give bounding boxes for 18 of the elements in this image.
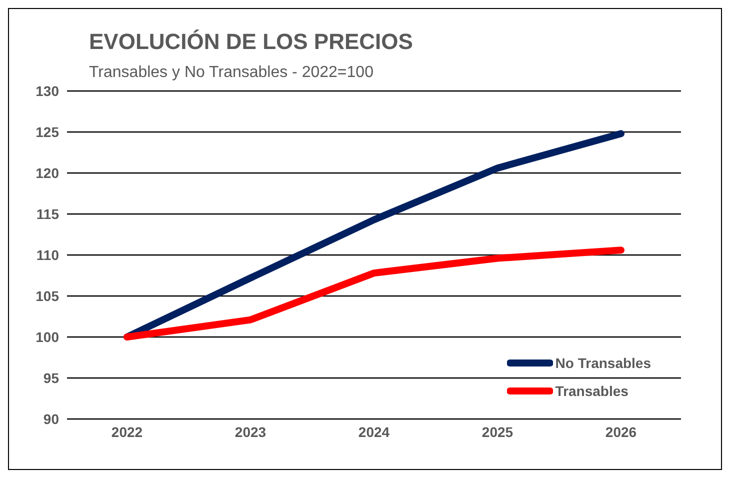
y-tick-label: 105 xyxy=(36,288,60,304)
x-tick-label: 2024 xyxy=(358,424,390,440)
x-tick-label: 2025 xyxy=(482,424,514,440)
y-tick-label: 100 xyxy=(36,328,60,345)
x-tick-label: 2026 xyxy=(605,424,637,440)
chart-title: EVOLUCIÓN DE LOS PRECIOS xyxy=(89,29,413,55)
legend-label: Transables xyxy=(555,383,628,399)
y-tick-label: 115 xyxy=(36,206,60,222)
chart-subtitle: Transables y No Transables - 2022=100 xyxy=(89,64,374,82)
y-tick-label: 110 xyxy=(36,246,60,263)
y-tick-label: 120 xyxy=(36,164,60,181)
x-tick-label: 2023 xyxy=(234,424,266,440)
y-tick-label: 130 xyxy=(36,82,60,99)
x-tick-label: 2022 xyxy=(111,424,143,440)
y-tick-label: 90 xyxy=(43,410,60,427)
legend-label: No Transables xyxy=(555,355,651,371)
y-tick-label: 95 xyxy=(43,370,60,386)
y-tick-label: 125 xyxy=(36,124,60,140)
